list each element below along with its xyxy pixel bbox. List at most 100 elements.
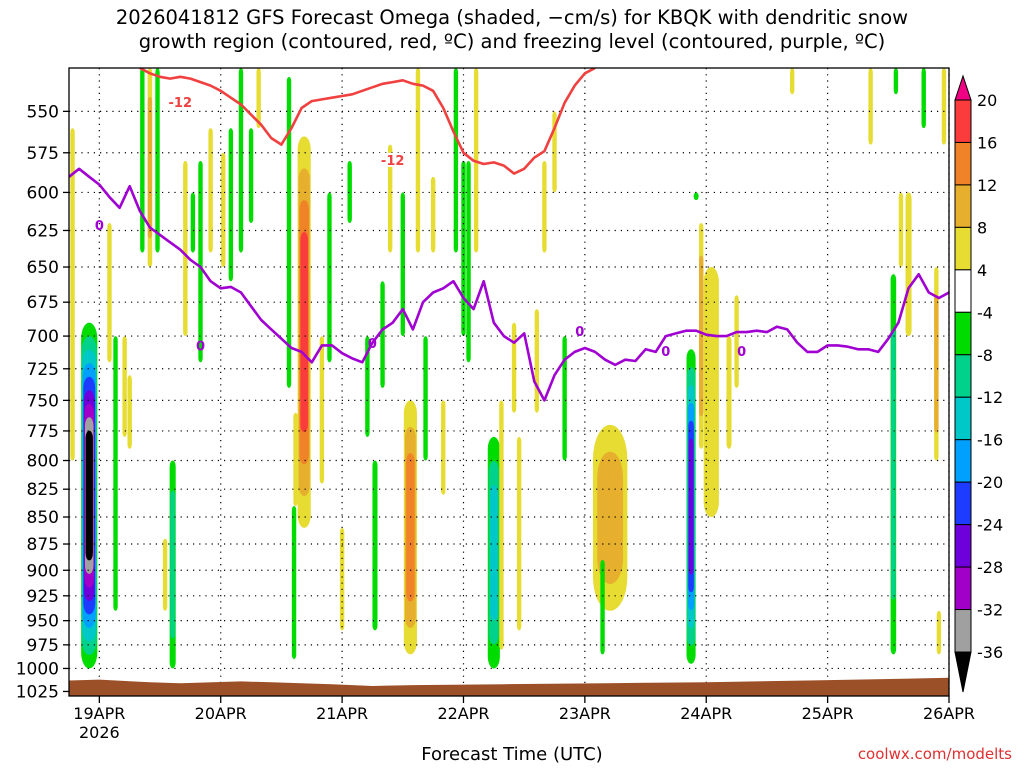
contour-label-bg — [377, 152, 408, 167]
omega-cell — [147, 96, 153, 239]
omega-cell — [387, 144, 393, 253]
omega-cell — [516, 436, 522, 631]
colorbar-box — [954, 99, 972, 143]
omega-cell — [319, 336, 325, 484]
omega-cell — [256, 68, 261, 129]
omega-cell — [600, 559, 605, 655]
omega-cell — [70, 128, 75, 461]
omega-cell — [905, 192, 912, 337]
omega-cell — [300, 232, 308, 433]
omega-cell — [122, 336, 127, 437]
omega-cell — [453, 68, 459, 253]
y-tick-label: 700 — [27, 327, 59, 347]
colorbar-label: -12 — [977, 388, 1003, 407]
dendritic-growth-contour — [139, 68, 596, 175]
contour-labels: -12 -12 0 0 0 0 0 0 — [95, 94, 746, 360]
omega-cell — [372, 460, 378, 631]
omega-cell — [183, 160, 188, 337]
y-tick-label: 925 — [27, 587, 59, 607]
omega-cell — [406, 453, 415, 602]
omega-cell — [698, 255, 704, 417]
contour-lines — [69, 68, 949, 402]
purple-contour-label: 0 — [737, 345, 746, 360]
omega-cell — [415, 68, 421, 253]
omega-cell — [534, 309, 540, 413]
colorbar-label: -8 — [977, 346, 993, 365]
colorbar-box — [954, 226, 972, 271]
omega-cell — [511, 322, 517, 413]
omega-cell — [542, 160, 547, 253]
omega-cell — [693, 192, 699, 201]
colorbar-label: -16 — [977, 431, 1003, 450]
omega-cell — [562, 336, 567, 461]
purple-contour-label: 0 — [95, 219, 104, 234]
credit-link[interactable]: coolwx.com/modelts — [857, 745, 1012, 763]
x-tick-label: 23APR — [559, 704, 611, 723]
y-tick-label: 975 — [27, 636, 59, 656]
omega-cell — [327, 192, 332, 363]
omega-cell — [489, 485, 498, 621]
omega-cell — [430, 176, 436, 253]
omega-cell — [221, 152, 226, 268]
purple-contour-label: 0 — [661, 345, 670, 360]
omega-cell — [703, 267, 719, 518]
y-tick-label: 650 — [27, 258, 59, 278]
y-tick-label: 900 — [27, 561, 59, 581]
colorbar-box — [954, 141, 972, 186]
omega-cell — [228, 128, 234, 282]
x-tick-label: 19APR — [73, 704, 125, 723]
omega-cell — [726, 336, 732, 449]
colorbar-bottom-arrow — [954, 651, 972, 693]
omega-cell — [113, 336, 118, 611]
omega-cell — [441, 400, 446, 495]
omega-cell — [339, 527, 345, 631]
y-tick-label: 850 — [27, 508, 59, 528]
omega-cell — [162, 538, 168, 611]
colorbar-box — [954, 396, 972, 441]
omega-cell — [107, 222, 112, 363]
terrain-fill — [69, 677, 949, 696]
y-tick-label: 875 — [27, 535, 59, 555]
x-tick-label: 22APR — [437, 704, 489, 723]
colorbar-box — [954, 524, 972, 568]
x-tick-label: 25APR — [802, 704, 854, 723]
omega-cell — [380, 281, 385, 388]
omega-cell — [400, 192, 405, 337]
y-tick-label: 625 — [27, 221, 59, 241]
colorbar-label: -28 — [977, 558, 1003, 577]
colorbar-label: 4 — [977, 261, 987, 280]
purple-contour-label: 0 — [575, 325, 584, 340]
chart-title: 2026041812 GFS Forecast Omega (shaded, −… — [115, 6, 909, 53]
plot-frame — [68, 67, 950, 697]
omega-cell — [198, 160, 203, 363]
red-contour-label: -12 — [381, 154, 405, 169]
omega-cell — [790, 68, 795, 95]
omega-cell — [891, 329, 896, 600]
colorbar-label: 20 — [977, 91, 997, 110]
x-tick-label: 20APR — [195, 704, 247, 723]
x-tick-label: 21APR — [316, 704, 368, 723]
omega-cell — [140, 68, 145, 253]
terrain-surface — [69, 677, 949, 696]
purple-contour-label: 0 — [196, 340, 205, 355]
colorbar-box — [954, 311, 972, 356]
omega-cell — [248, 128, 254, 223]
y-tick-label: 750 — [27, 391, 59, 411]
y-tick-label: 550 — [27, 102, 59, 122]
omega-cell — [423, 336, 428, 461]
omega-cell — [291, 505, 297, 660]
omega-cell — [734, 295, 739, 388]
omega-cell — [921, 68, 926, 129]
colorbar-label: 8 — [977, 218, 987, 237]
omega-cell — [238, 68, 244, 253]
omega-cell — [347, 160, 352, 223]
colorbar-box — [954, 439, 972, 483]
y-axis: 550 575 600 625 650 675 700 725 750 775 800 825 850 8… — [16, 102, 69, 702]
y-tick-label: 575 — [27, 144, 59, 164]
colorbar-label: -32 — [977, 601, 1003, 620]
omega-cell — [898, 192, 904, 268]
omega-cell — [127, 375, 132, 449]
omega-cell — [155, 68, 160, 253]
